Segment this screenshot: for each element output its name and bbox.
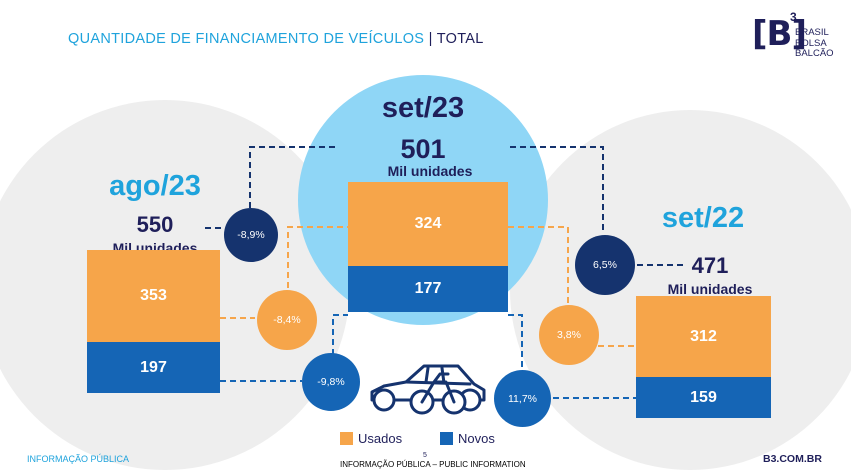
legend-label-novos: Novos	[458, 431, 495, 446]
legend-label-usados: Usados	[358, 431, 403, 446]
connector-usados-right-up	[508, 226, 569, 305]
logo-line-2: BOLSA	[795, 37, 827, 49]
unit-label-set23: Mil unidades	[387, 163, 473, 179]
footer-classification: INFORMAÇÃO PÚBLICA	[27, 454, 130, 464]
title-sub: TOTAL	[436, 31, 484, 47]
title-main: QUANTIDADE DE FINANCIAMENTO DE VEÍCULOS	[68, 31, 425, 47]
logo-line-1: BRASIL	[795, 27, 829, 38]
bar-segment-novos-ago23: 197	[87, 342, 220, 393]
bar-segment-usados-set23: 324	[348, 182, 508, 266]
page-title: QUANTIDADE DE FINANCIAMENTO DE VEÍCULOS …	[68, 31, 484, 47]
bar-segment-usados-ago23: 353	[87, 250, 220, 342]
unit-label-set22: Mil unidades	[667, 281, 753, 297]
period-label-ago23: ago/23	[109, 170, 201, 202]
connector-total-left-up	[249, 146, 335, 208]
change-badge-total-vs-set22: 6,5%	[575, 235, 635, 295]
logo-line-3: BALCÃO	[795, 48, 834, 59]
change-badge-novos-vs-set22: 11,7%	[494, 370, 551, 427]
change-badge-usados-vs-set22: 3,8%	[539, 305, 599, 365]
footer-website-link[interactable]: B3.COM.BR	[763, 453, 822, 465]
b3-logo-text: BRASIL BOLSA BALCÃO	[795, 27, 834, 60]
total-value-set22: 471	[691, 253, 729, 278]
b3-logo-superscript: 3	[790, 10, 797, 24]
legend-swatch-usados	[340, 432, 353, 445]
vehicles-icon	[370, 364, 486, 415]
bar-segment-novos-set23: 177	[348, 266, 508, 312]
connector-novos-left-up	[332, 314, 348, 355]
total-value-ago23: 550	[136, 212, 174, 237]
bar-segment-usados-set22: 312	[636, 296, 771, 377]
bar-segment-novos-set22: 159	[636, 377, 771, 418]
footer-page-number: 5	[423, 452, 427, 459]
connector-novos-right-up	[508, 314, 523, 370]
change-badge-usados-vs-ago23: -8,4%	[257, 290, 317, 350]
footer-public-information: INFORMAÇÃO PÚBLICA – PUBLIC INFORMATION	[340, 460, 526, 469]
connector-total-right-up	[510, 146, 604, 233]
b3-logo-mark: [B]	[752, 14, 807, 54]
total-value-set23: 501	[400, 134, 446, 164]
period-label-set22: set/22	[661, 202, 745, 234]
change-badge-novos-vs-ago23: -9,8%	[302, 353, 360, 411]
legend-swatch-novos	[440, 432, 453, 445]
connector-usados-left-up	[287, 226, 348, 288]
title-separator: |	[424, 31, 437, 47]
period-label-set23: set/23	[381, 92, 465, 124]
change-badge-total-vs-ago23: -8,9%	[224, 208, 278, 262]
